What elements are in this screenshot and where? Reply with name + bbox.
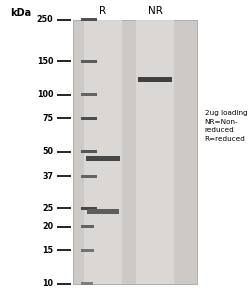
Bar (136, 20, 174, 283)
Bar (81, 60, 97, 63)
Text: R: R (99, 5, 106, 16)
Bar (81, 207, 97, 210)
Bar (81, 18, 97, 21)
Bar (84, 20, 122, 283)
Text: 150: 150 (37, 57, 53, 66)
Text: 20: 20 (42, 222, 53, 231)
Bar (81, 282, 93, 285)
Text: 2ug loading
NR=Non-
reduced
R=reduced: 2ug loading NR=Non- reduced R=reduced (205, 110, 247, 142)
Text: 25: 25 (42, 204, 53, 213)
Text: kDa: kDa (10, 8, 31, 17)
Bar (87, 209, 119, 214)
Bar (81, 175, 97, 178)
Bar (81, 150, 97, 153)
Text: 250: 250 (37, 15, 53, 24)
Bar (138, 77, 172, 83)
Bar (86, 156, 120, 161)
Text: 15: 15 (42, 246, 53, 255)
Text: 37: 37 (42, 172, 53, 181)
Text: NR: NR (148, 5, 162, 16)
Bar (73, 20, 197, 283)
Text: 100: 100 (37, 90, 53, 99)
Text: 50: 50 (42, 147, 53, 156)
Text: 75: 75 (42, 114, 53, 123)
Bar (81, 93, 97, 96)
Bar (81, 249, 94, 252)
Bar (81, 117, 97, 120)
Text: 10: 10 (42, 279, 53, 288)
Bar (81, 225, 94, 228)
